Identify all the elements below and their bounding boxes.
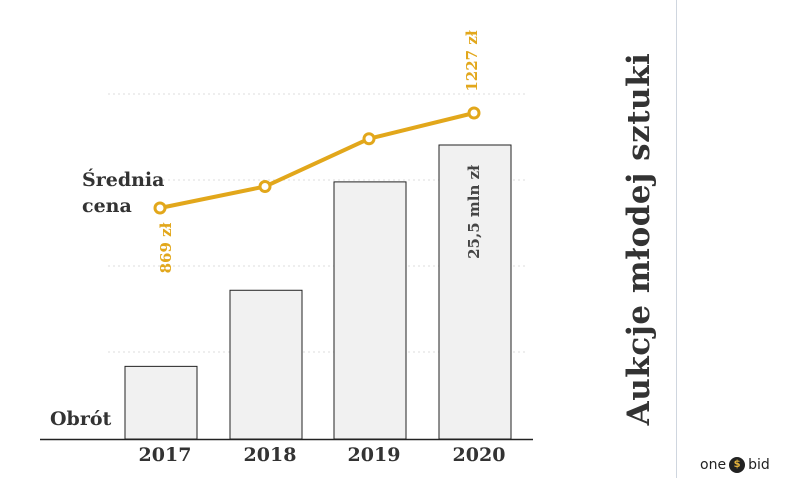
line-point-2018 xyxy=(258,180,272,194)
coin-icon: $ xyxy=(729,457,746,473)
bar-2020 xyxy=(438,144,512,440)
line-series-label-line2: cena xyxy=(82,195,132,217)
x-axis-tick-labels: 2017 2018 2019 2020 xyxy=(139,444,506,466)
bar-2018 xyxy=(229,289,303,440)
line-point-2019 xyxy=(362,132,376,146)
side-title-container: Aukcje młodej sztuki xyxy=(602,0,676,478)
line-point-2020 xyxy=(467,106,481,120)
vertical-divider xyxy=(676,0,677,478)
x-tick-label-2017: 2017 xyxy=(139,444,192,466)
x-tick-label-2018: 2018 xyxy=(244,444,297,466)
side-title: Aukcje młodej sztuki xyxy=(621,52,657,426)
bar-series-label: Obrót xyxy=(50,408,112,430)
onebid-logo: one $ bid xyxy=(700,455,770,475)
line-first-value-label: 869 zł xyxy=(157,222,175,273)
bar-last-value-label: 25,5 mln zł xyxy=(465,165,483,259)
line-series-path xyxy=(159,111,475,210)
bar-2019 xyxy=(333,181,407,440)
line-series-label-line1: Średnia xyxy=(82,168,164,191)
bars xyxy=(124,144,512,440)
logo-text-right: bid xyxy=(748,457,770,473)
chart: 2017 2018 2019 2020 Obrót Średnia cena 869 … xyxy=(40,30,533,466)
line-series xyxy=(153,106,481,215)
logo-text-left: one xyxy=(700,457,727,473)
line-point-2017 xyxy=(153,201,167,215)
line-series-label: Średnia cena xyxy=(82,168,171,217)
x-tick-label-2020: 2020 xyxy=(453,444,506,466)
line-last-value-label: 1227 zł xyxy=(463,30,481,91)
bar-2017 xyxy=(124,365,198,440)
x-tick-label-2019: 2019 xyxy=(348,444,401,466)
